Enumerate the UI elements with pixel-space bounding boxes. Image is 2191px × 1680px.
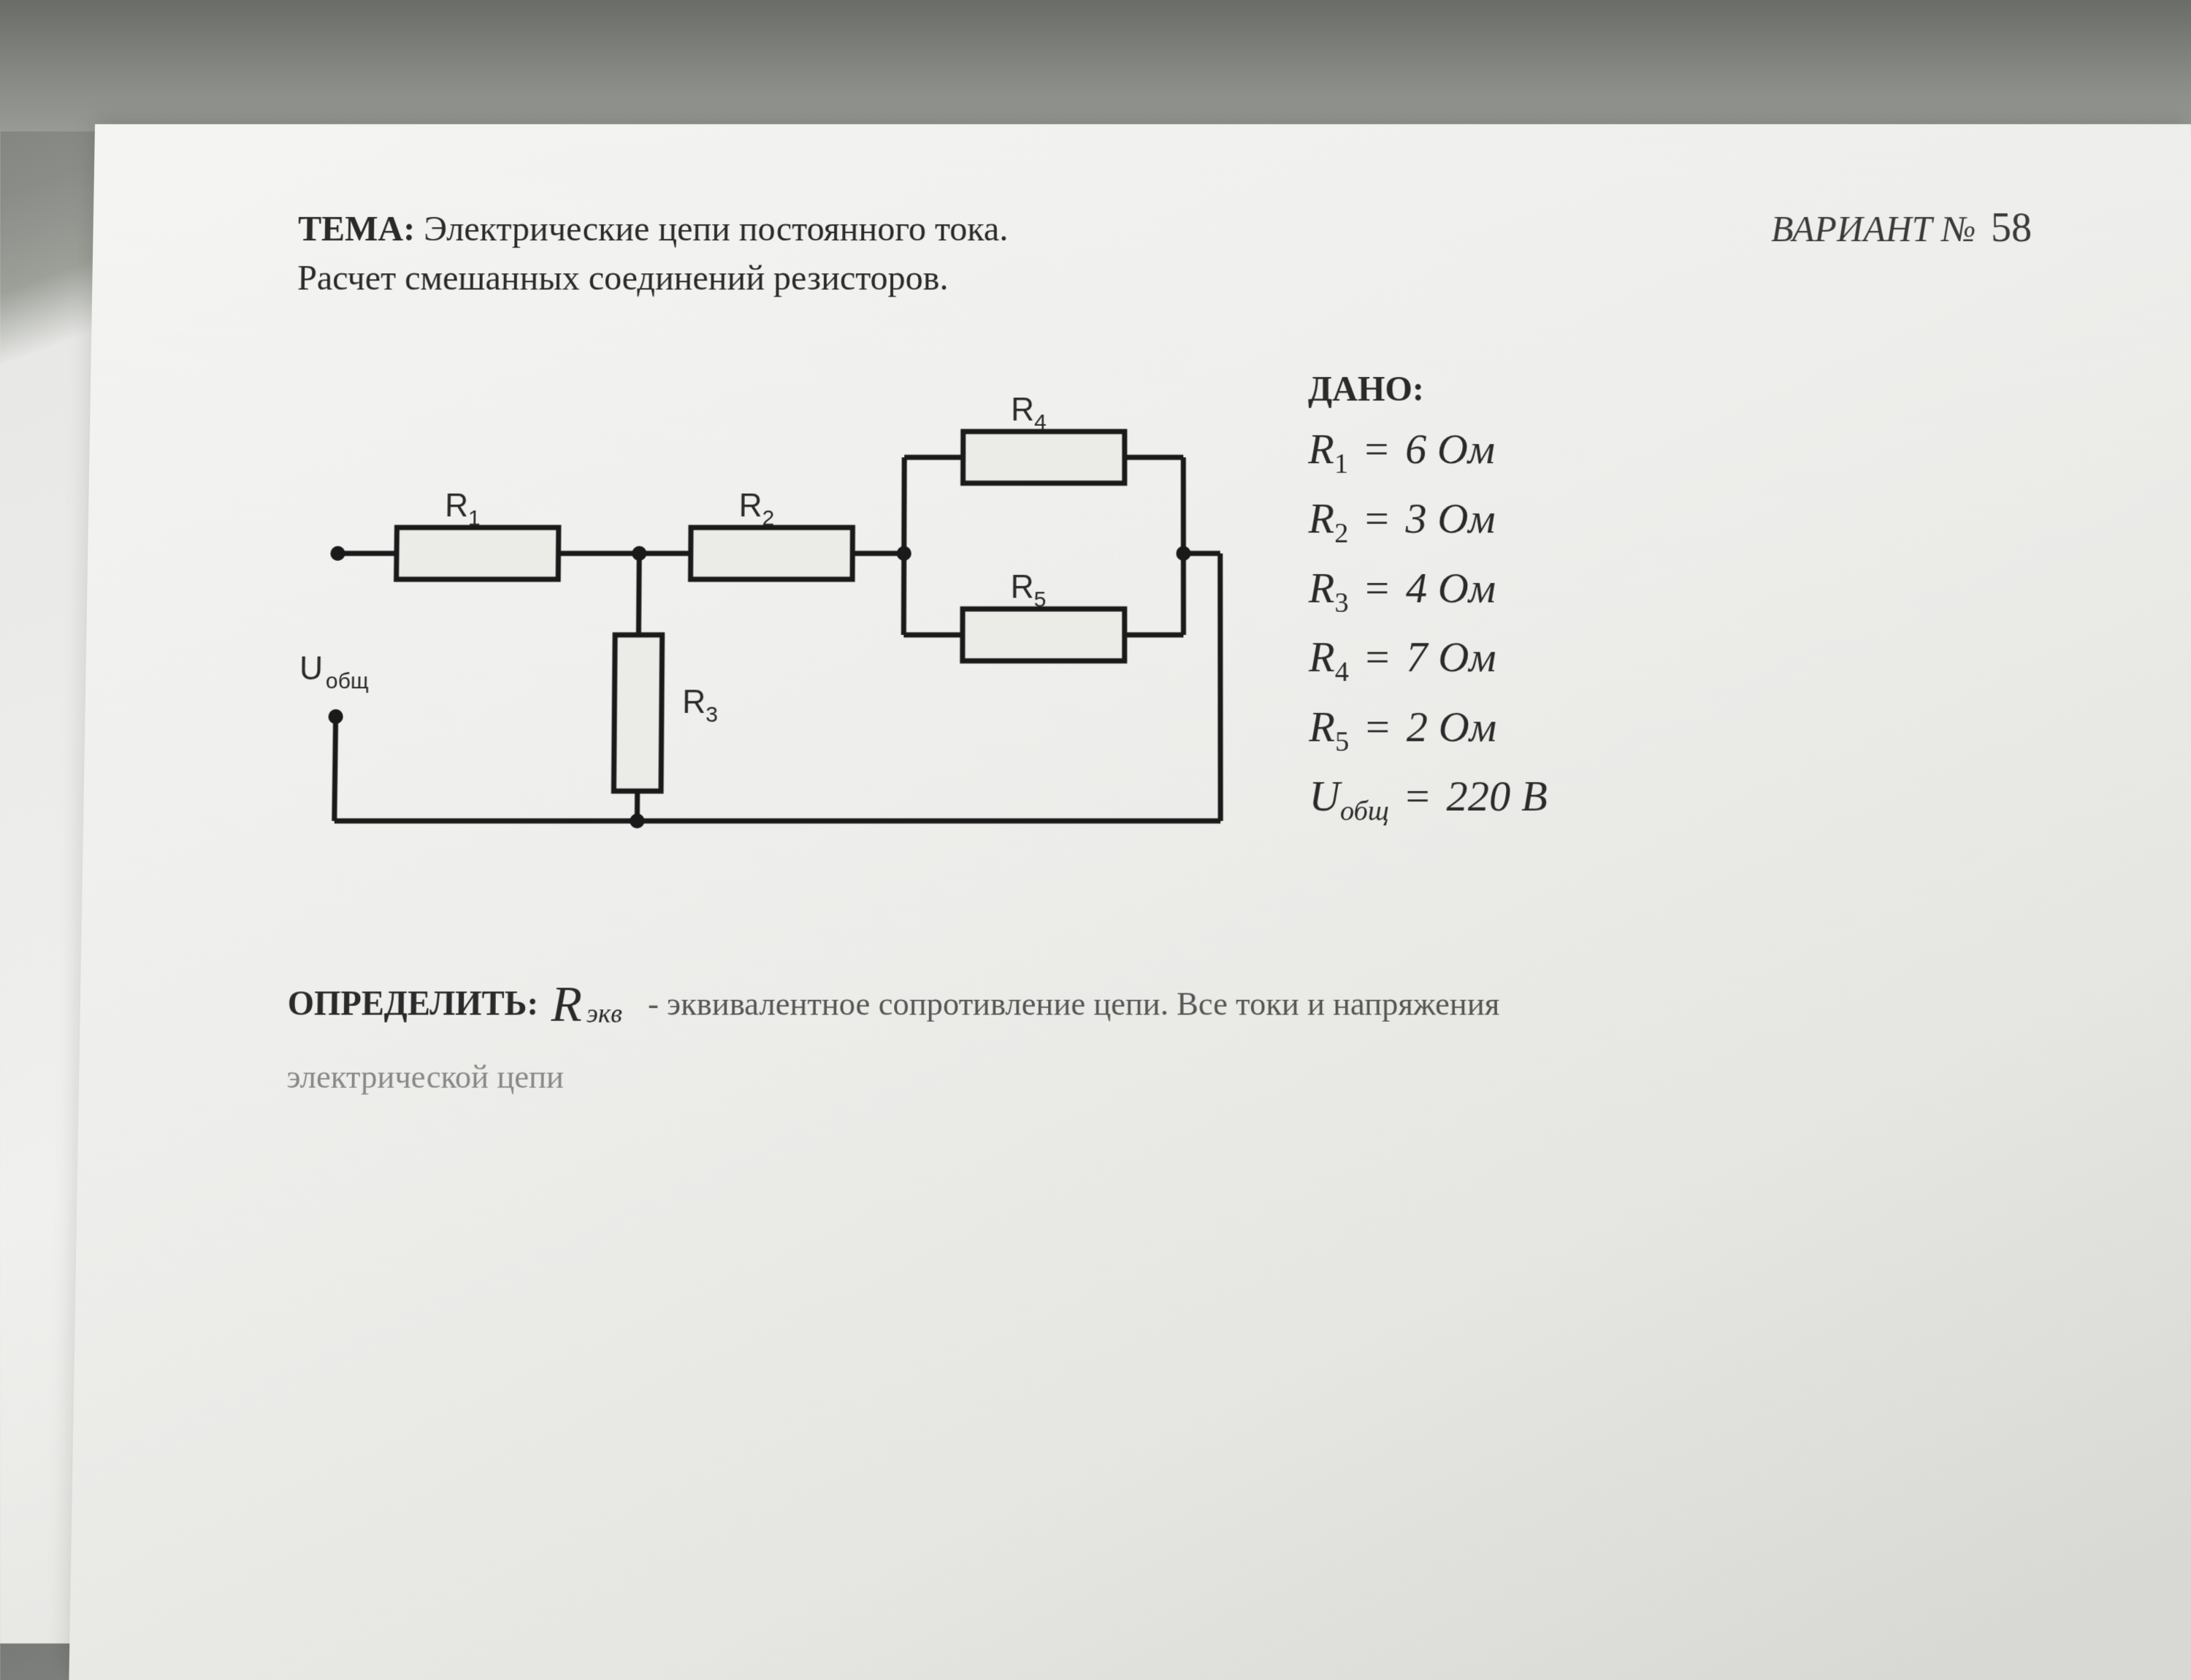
topic-line-1: ТЕМА: Электрические цепи постоянного ток… xyxy=(298,205,1699,253)
variant-label-block: ВАРИАНТ № 58 xyxy=(1771,205,2033,251)
r5-label: R xyxy=(1011,569,1034,606)
r1-label: R xyxy=(445,488,469,524)
r2-label: R xyxy=(738,488,762,524)
header-row: ТЕМА: Электрические цепи постоянного ток… xyxy=(297,205,2033,303)
determine-desc2: электрической цепи xyxy=(286,1051,2044,1104)
given-data: ДАНО: R1 = 6 Ом R2 = 3 Ом R3 = 4 Ом R4 =… xyxy=(1308,362,2041,896)
r4-label: R xyxy=(1011,392,1034,428)
svg-text:R1: R1 xyxy=(445,488,481,531)
svg-text:Uобщ: Uобщ xyxy=(299,651,370,694)
given-r2: R2 = 3 Ом xyxy=(1308,494,2036,550)
svg-text:R2: R2 xyxy=(738,488,774,531)
r3-label: R xyxy=(682,684,706,721)
topic-label: ТЕМА: xyxy=(298,210,416,248)
given-r1: R1 = 6 Ом xyxy=(1308,424,2035,480)
determine-block: ОПРЕДЕЛИТЬ: Rэкв - эквивалентное сопроти… xyxy=(286,963,2044,1104)
topic-block: ТЕМА: Электрические цепи постоянного ток… xyxy=(297,205,1699,303)
svg-text:R5: R5 xyxy=(1011,569,1047,612)
determine-label: ОПРЕДЕЛИТЬ: xyxy=(287,985,538,1023)
topic-text-1: Электрические цепи постоянного тока. xyxy=(424,210,1008,248)
r3-sub: 3 xyxy=(706,703,718,728)
given-u: Uобщ = 220 В xyxy=(1309,771,2040,828)
r4-sub: 4 xyxy=(1034,411,1047,435)
given-r5: R5 = 2 Ом xyxy=(1309,701,2039,757)
r-ekv-sub: экв xyxy=(586,999,622,1028)
circuit-diagram: R1 R2 R4 xyxy=(289,362,1250,896)
given-label: ДАНО: xyxy=(1308,369,2035,409)
u-label: U xyxy=(299,651,324,687)
u-sub: общ xyxy=(326,669,369,694)
r2-sub: 2 xyxy=(762,506,774,530)
main-content: R1 R2 R4 xyxy=(289,362,2041,896)
topic-line-2: Расчет смешанных соединений резисторов. xyxy=(297,253,1699,302)
svg-text:R3: R3 xyxy=(682,684,718,728)
svg-text:R4: R4 xyxy=(1011,392,1047,435)
determine-desc: - эквивалентное сопротивление цепи. Все … xyxy=(648,986,1499,1023)
given-r3: R3 = 4 Ом xyxy=(1309,562,2038,619)
r1-sub: 1 xyxy=(468,506,481,530)
given-r4: R4 = 7 Ом xyxy=(1309,632,2038,688)
variant-number: 58 xyxy=(1990,205,2032,251)
worksheet-paper: ТЕМА: Электрические цепи постоянного ток… xyxy=(69,124,2191,1680)
r5-sub: 5 xyxy=(1034,588,1047,612)
variant-label: ВАРИАНТ № xyxy=(1771,208,1976,249)
r-ekv-symbol: R xyxy=(551,975,582,1032)
